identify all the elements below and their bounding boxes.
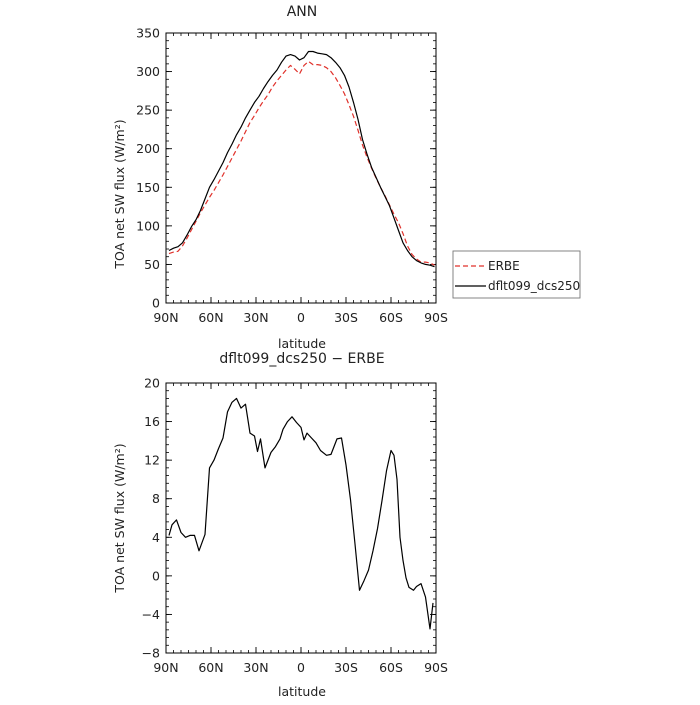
top-series-line-1 [168, 60, 435, 266]
bottom-x-axis-title: latitude [278, 684, 326, 699]
top-y-tick-label: 250 [136, 103, 160, 118]
top-y-tick-label: 350 [136, 26, 160, 41]
bottom-panel: dflt099_dcs250 − ERBE latitude TOA net S… [112, 351, 448, 699]
bottom-x-tick-label: 0 [297, 660, 305, 675]
bottom-y-tick-label: 0 [152, 568, 160, 583]
top-x-tick-label: 60S [379, 310, 403, 325]
top-x-tick-label: 90S [424, 310, 448, 325]
bottom-y-tick-label: 8 [152, 491, 160, 506]
bottom-y-tick-label: −4 [142, 607, 160, 622]
top-x-tick-label: 60N [198, 310, 223, 325]
top-plot-frame [165, 32, 437, 304]
top-y-tick-label: 150 [136, 180, 160, 195]
top-y-tick-label: 50 [144, 257, 160, 272]
top-panel: ANN latitude TOA net SW flux (W/m²) ERBE… [112, 4, 581, 351]
top-legend: ERBE dflt099_dcs250 [452, 250, 581, 299]
bottom-x-tick-label: 90S [424, 660, 448, 675]
bottom-x-tick-label: 60N [198, 660, 223, 675]
bottom-y-tick-label: 4 [152, 530, 160, 545]
legend-box [452, 250, 581, 299]
bottom-x-tick-label: 30S [334, 660, 358, 675]
bottom-y-axis-title: TOA net SW flux (W/m²) [112, 443, 127, 593]
top-x-tick-label: 0 [297, 310, 305, 325]
bottom-y-tick-label: 16 [144, 414, 160, 429]
bottom-x-tick-label: 60S [379, 660, 403, 675]
bottom-plot-frame [165, 382, 437, 654]
top-x-tick-label: 30S [334, 310, 358, 325]
top-y-tick-label: 200 [136, 141, 160, 156]
bottom-series-line-1 [168, 397, 434, 630]
bottom-y-tick-label: −8 [142, 646, 160, 661]
top-x-tick-label: 90N [153, 310, 178, 325]
bottom-x-tick-label: 30N [243, 660, 268, 675]
top-y-tick-label: 100 [136, 218, 160, 233]
top-chart-title: ANN [287, 4, 318, 20]
bottom-chart-title: dflt099_dcs250 − ERBE [219, 351, 384, 367]
top-x-axis-title: latitude [278, 336, 326, 351]
bottom-y-tick-label: 20 [144, 376, 160, 391]
legend-label-erbe: ERBE [488, 259, 520, 273]
top-series-line-2 [168, 50, 435, 268]
top-y-tick-label: 0 [152, 296, 160, 311]
top-y-tick-label: 300 [136, 64, 160, 79]
top-x-tick-label: 30N [243, 310, 268, 325]
bottom-x-tick-label: 90N [153, 660, 178, 675]
bottom-y-tick-label: 12 [144, 453, 160, 468]
top-y-axis-title: TOA net SW flux (W/m²) [112, 119, 127, 269]
legend-label-dflt099: dflt099_dcs250 [488, 279, 580, 293]
